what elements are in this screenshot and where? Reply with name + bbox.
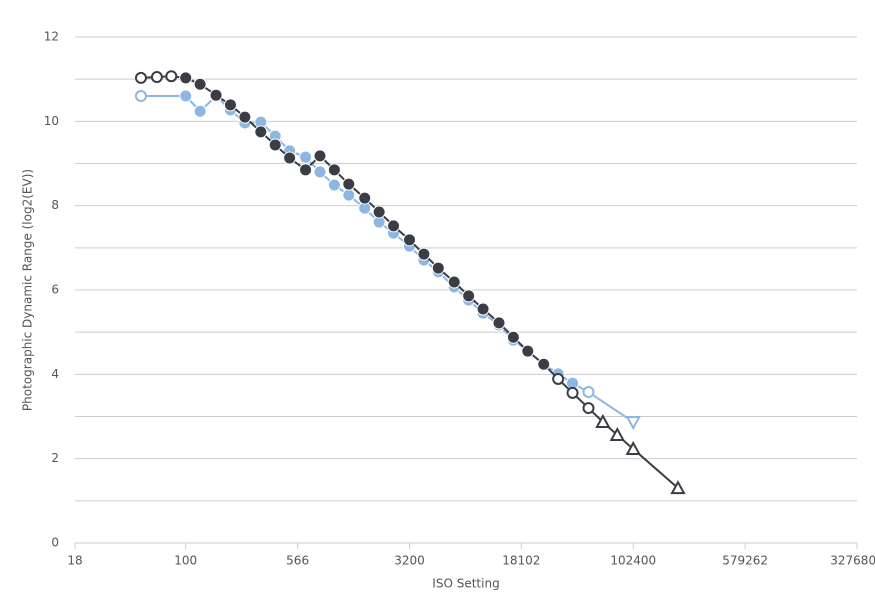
point [254,125,268,139]
x-tick-label: 18 [67,554,82,568]
point [447,275,461,289]
y-tick-label: 6 [51,283,59,297]
point [476,302,490,316]
point [492,316,506,330]
point [134,71,147,84]
point [670,480,686,495]
point [342,177,356,191]
point [595,413,611,428]
y-tick-label: 0 [51,536,59,550]
point [150,71,163,84]
point [402,233,416,247]
point [283,151,297,165]
point [552,372,565,385]
point [582,386,595,399]
point [313,165,327,179]
point [238,110,252,124]
x-tick-label: 579262 [722,554,768,568]
point [134,90,147,103]
point [537,357,551,371]
point [193,104,207,118]
point [506,330,520,344]
x-tick-label: 100 [174,554,197,568]
x-tick-label: 566 [286,554,309,568]
y-tick-label: 10 [44,114,59,128]
point [179,71,193,85]
point [387,219,401,233]
y-tick-label: 2 [51,451,59,465]
point [299,150,313,164]
point [625,440,641,455]
point [582,402,595,415]
point [521,344,535,358]
point [372,205,386,219]
point [193,77,207,91]
point [268,138,282,152]
y-tick-label: 8 [51,198,59,212]
point [462,289,476,303]
point [566,386,579,399]
point [209,88,223,102]
point [358,191,372,205]
y-axis-title: Photographic Dynamic Range (log2(EV)) [21,169,35,411]
point [625,415,641,431]
point [431,261,445,275]
point [179,89,193,103]
x-tick-label: 18102 [502,554,540,568]
y-tick-label: 12 [44,30,59,44]
point [417,247,431,261]
point [313,149,327,163]
x-tick-label: 3276800 [830,554,875,568]
x-axis-title: ISO Setting [432,577,499,591]
point [165,70,178,83]
x-tick-label: 3200 [394,554,425,568]
y-tick-label: 4 [51,367,59,381]
point [609,426,625,442]
point [223,98,237,112]
point [327,163,341,177]
point [299,163,313,177]
point [327,178,341,192]
point [342,188,356,202]
x-tick-label: 102400 [610,554,656,568]
